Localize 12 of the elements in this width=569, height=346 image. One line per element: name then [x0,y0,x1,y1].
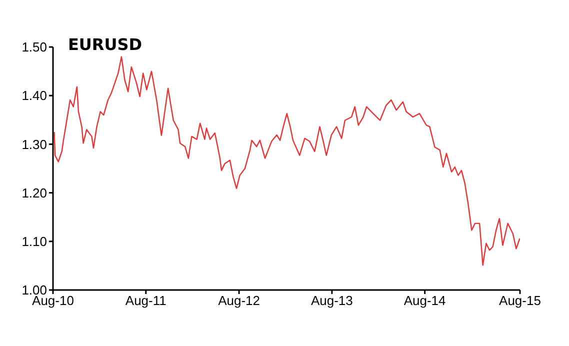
x-tick-label: Aug-14 [404,293,446,308]
x-tick-label: Aug-12 [218,293,260,308]
y-tick-label: 1.10 [22,234,47,250]
y-tick-label: 1.30 [22,136,47,152]
y-tick-label: 1.20 [22,185,47,200]
y-tick-label: 1.40 [22,88,47,104]
x-tick-label: Aug-15 [499,293,541,308]
line-series [54,56,520,266]
x-tick-label: Aug-11 [125,293,166,308]
chart-title: EURUSD [68,35,142,54]
y-tick-label: 1.50 [22,40,47,55]
x-tick-label: Aug-13 [310,293,353,308]
